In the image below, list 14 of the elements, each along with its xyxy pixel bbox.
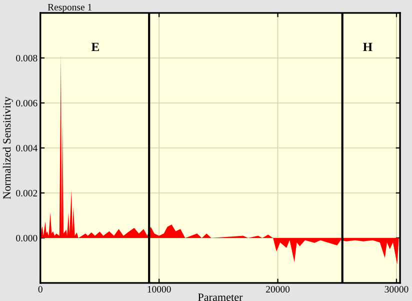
x-axis-title: Parameter [198, 294, 243, 301]
y-tick-label: 0.008 [16, 54, 38, 62]
chart-title: Response 1 [48, 4, 92, 12]
annotation: H [363, 42, 372, 52]
x-tick-label: 10000 [148, 286, 171, 293]
y-axis-title: Normalized Sensitivity [2, 96, 13, 200]
annotation: E [91, 42, 99, 52]
x-tick-label: 30000 [384, 286, 408, 293]
y-tick-label: 0.000 [16, 234, 38, 242]
y-tick-label: 0.006 [16, 100, 38, 106]
y-tick-label: 0.002 [16, 190, 38, 196]
y-tick-label: 0.004 [16, 144, 38, 152]
x-tick-label: 20000 [266, 286, 290, 293]
x-tick-label: 0 [38, 286, 42, 293]
